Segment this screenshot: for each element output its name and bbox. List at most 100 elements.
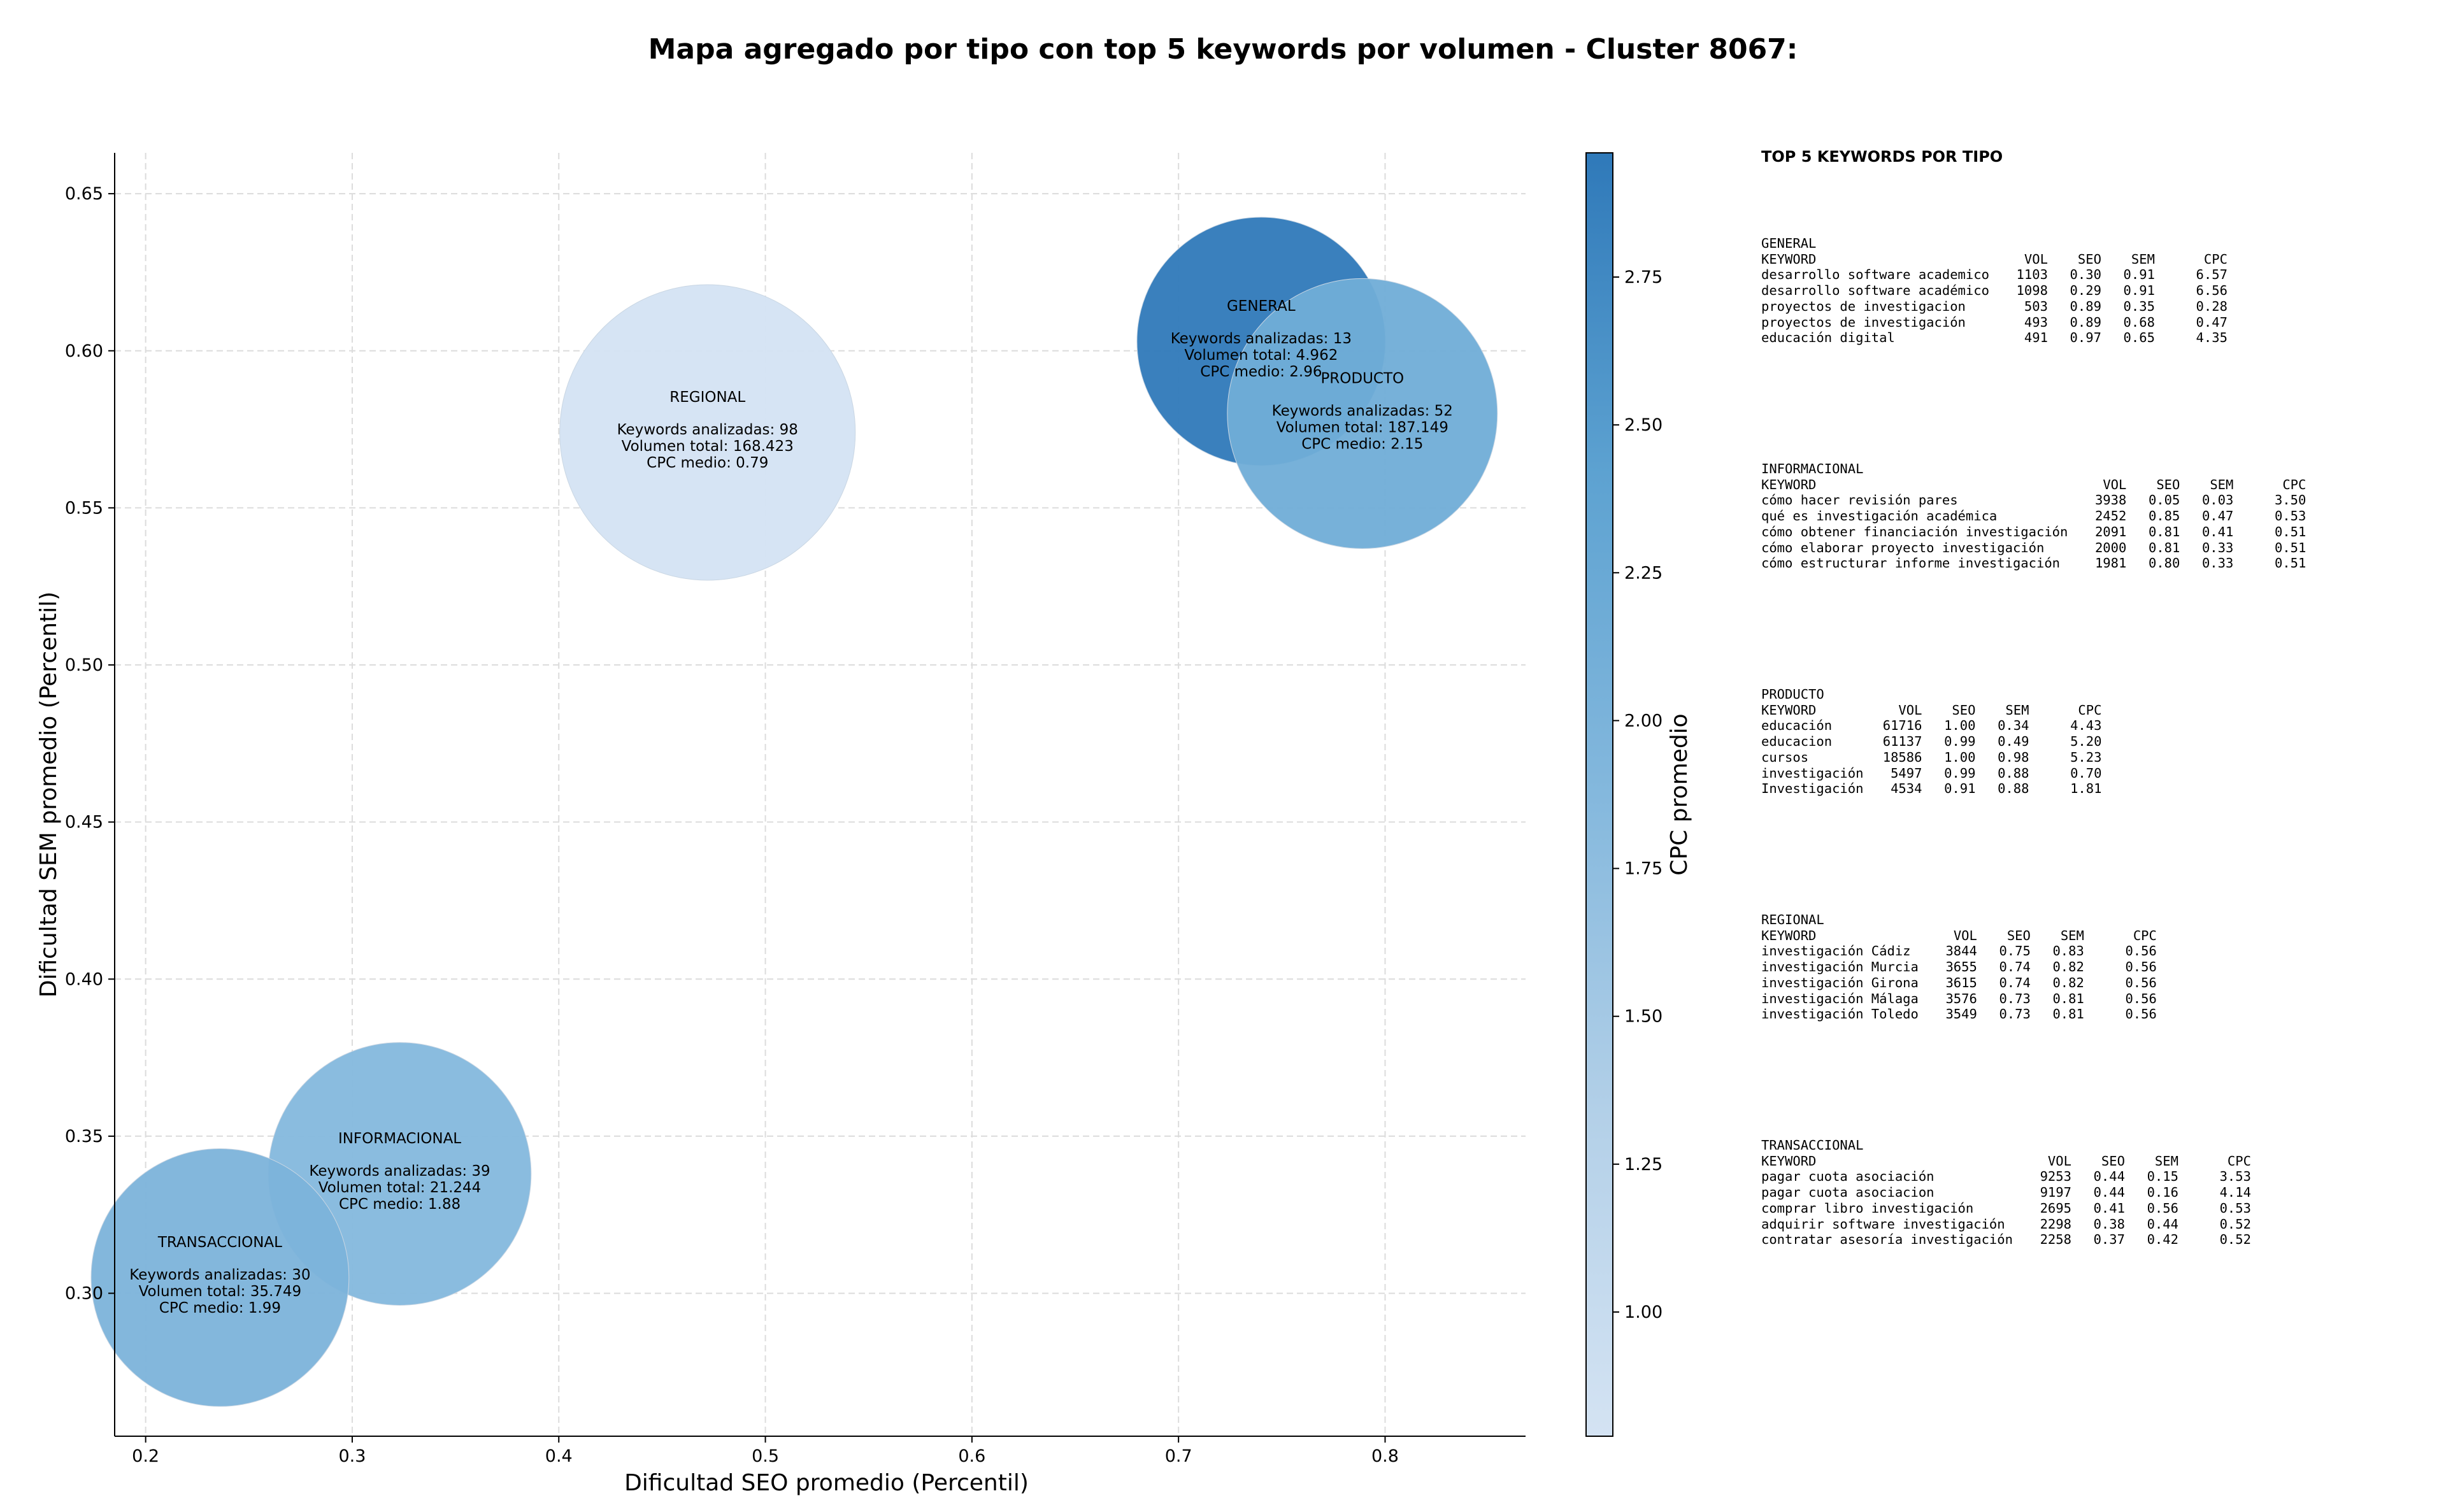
table-cell: proyectos de investigación: [1761, 314, 1966, 330]
keyword-group-informacional: INFORMACIONAL KEYWORD VOL SEO SEM CPC cómo hac…: [1761, 461, 2306, 571]
table-row: proyectos de investigación 493 0.89 0.68 0.4…: [1761, 315, 2228, 331]
column-header-vol: VOL: [1898, 702, 1922, 718]
bubble-label-producto: PRODUCTO: [1320, 370, 1404, 387]
bubble-detail-general: CPC medio: 2.96: [1200, 364, 1322, 380]
column-header-cpc: CPC: [2282, 476, 2307, 492]
table-cell: 3576: [1945, 990, 1977, 1006]
table-cell: proyectos de investigacion: [1761, 298, 1966, 314]
table-cell: 0.44: [2147, 1216, 2178, 1232]
table-row: cómo hacer revisión pares 3938 0.05 0.03 3.5…: [1761, 492, 2306, 508]
bubble-detail-producto: Volumen total: 187.149: [1277, 419, 1448, 436]
column-header-seo: SEO: [1952, 702, 1976, 718]
bubbles: [90, 217, 1498, 1407]
table-cell: 0.03: [2201, 492, 2234, 508]
table-cell: 0.82: [2052, 974, 2084, 990]
table-cell: 5.23: [2070, 749, 2102, 765]
bubble-detail-general: Volumen total: 4.962: [1184, 347, 1338, 364]
table-cell: 0.97: [2070, 330, 2101, 346]
table-cell: 0.53: [2274, 508, 2307, 524]
table-cell: 61716: [1882, 718, 1922, 734]
table-header-row: KEYWORD VOL SEO SEM CPC: [1761, 477, 2306, 493]
keyword-group-regional: REGIONAL KEYWORD VOL SEO SEM CPC investigación…: [1761, 912, 2157, 1022]
table-row: desarrollo software academico 1103 0.30 0.9…: [1761, 267, 2228, 283]
bubble-detail-transaccional: Volumen total: 35.749: [139, 1283, 302, 1300]
y-tick-label: 0.50: [65, 655, 103, 675]
column-header-seo: SEO: [2156, 476, 2180, 492]
keyword-group-title: INFORMACIONAL: [1761, 461, 1864, 476]
colorbar-tick-label: 1.75: [1624, 859, 1663, 879]
table-row: cómo obtener financiación investigación 2…: [1761, 524, 2306, 540]
table-cell: 0.99: [1944, 734, 1976, 750]
table-cell: 0.56: [2125, 943, 2157, 959]
keyword-group-title: GENERAL: [1761, 236, 1817, 251]
keyword-table: KEYWORD VOL SEO SEM CPC cómo hacer revisión p…: [1761, 477, 2306, 571]
keyword-table: KEYWORD VOL SEO SEM CPC pagar cuota asociació…: [1761, 1153, 2251, 1248]
keyword-table: KEYWORD VOL SEO SEM CPC educación 61716 1.00 0.3…: [1761, 703, 2101, 797]
x-tick-label: 0.4: [545, 1446, 573, 1466]
bubble-detail-transaccional: CPC medio: 1.99: [159, 1300, 281, 1316]
x-tick-label: 0.5: [752, 1446, 779, 1466]
table-cell: 6.57: [2196, 267, 2228, 283]
table-cell: 3938: [2094, 492, 2127, 508]
table-cell: educación: [1761, 718, 1833, 734]
table-cell: 0.89: [2070, 298, 2101, 314]
table-cell: 0.05: [2148, 492, 2180, 508]
bubble-detail-producto: CPC medio: 2.15: [1301, 436, 1423, 452]
table-cell: 0.81: [2052, 990, 2084, 1006]
bubble-detail-regional: CPC medio: 0.79: [647, 455, 768, 471]
y-tick-label: 0.30: [65, 1284, 103, 1304]
table-cell: cómo estructurar informe investigación: [1761, 555, 2060, 571]
x-tick-label: 0.2: [132, 1446, 159, 1466]
table-cell: 0.42: [2147, 1232, 2178, 1248]
bubble-detail-informacional: Keywords analizadas: 39: [309, 1163, 490, 1180]
table-header-row: KEYWORD VOL SEO SEM CPC: [1761, 1153, 2251, 1169]
top-keywords-panel: TOP 5 KEYWORDS POR TIPO GENERAL KEYWORD VO…: [1761, 148, 2436, 1247]
column-header-vol: VOL: [2047, 1153, 2071, 1169]
table-cell: 0.44: [2093, 1169, 2125, 1185]
x-tick-label: 0.7: [1165, 1446, 1192, 1466]
table-cell: 0.51: [2274, 555, 2307, 571]
table-row: investigación Málaga 3576 0.73 0.81 0.56: [1761, 991, 2157, 1007]
column-header-keyword: KEYWORD: [1761, 251, 1817, 267]
table-cell: investigación Toledo: [1761, 1006, 1919, 1022]
table-cell: 503: [2024, 298, 2048, 314]
column-header-vol: VOL: [1953, 927, 1977, 943]
table-cell: 9253: [2040, 1169, 2071, 1185]
table-cell: pagar cuota asociacion: [1761, 1185, 1935, 1201]
table-cell: 0.56: [2125, 1006, 2157, 1022]
table-cell: 0.82: [2052, 959, 2084, 975]
column-header-sem: SEM: [2060, 927, 2084, 943]
x-tick-label: 0.8: [1371, 1446, 1399, 1466]
column-header-sem: SEM: [2154, 1153, 2178, 1169]
y-tick-label: 0.60: [65, 341, 103, 361]
table-header-row: KEYWORD VOL SEO SEM CPC: [1761, 703, 2101, 718]
colorbar-tick-label: 1.25: [1624, 1155, 1663, 1174]
table-cell: 0.37: [2093, 1232, 2125, 1248]
table-row: educacion 61137 0.99 0.49 5.20: [1761, 734, 2101, 750]
table-cell: 1103: [2016, 267, 2048, 283]
table-cell: 0.33: [2201, 555, 2234, 571]
table-cell: 0.80: [2148, 555, 2180, 571]
table-cell: educacion: [1761, 734, 1833, 750]
keyword-group-title: PRODUCTO: [1761, 687, 1824, 702]
table-cell: 5.20: [2070, 734, 2102, 750]
panel-heading: TOP 5 KEYWORDS POR TIPO: [1761, 148, 2003, 166]
bubble-label-regional: REGIONAL: [669, 389, 745, 406]
column-header-seo: SEO: [2077, 251, 2101, 267]
table-cell: cómo elaborar proyecto investigación: [1761, 539, 2045, 555]
y-tick-label: 0.45: [65, 813, 103, 832]
table-cell: 0.91: [2123, 267, 2155, 283]
table-cell: pagar cuota asociación: [1761, 1169, 1935, 1185]
table-cell: 0.70: [2070, 765, 2102, 781]
table-cell: 0.65: [2123, 330, 2155, 346]
table-row: proyectos de investigacion 503 0.89 0.35 0.2…: [1761, 299, 2228, 315]
table-cell: 0.51: [2274, 539, 2307, 555]
table-cell: 4.14: [2219, 1185, 2251, 1201]
table-cell: 2091: [2094, 524, 2127, 539]
x-tick-label: 0.6: [958, 1446, 985, 1466]
table-row: pagar cuota asociación 9253 0.44 0.15 3.53: [1761, 1169, 2251, 1185]
colorbar-tick-label: 2.75: [1624, 267, 1663, 287]
bubble-detail-regional: Volumen total: 168.423: [622, 438, 794, 455]
table-row: comprar libro investigación 2695 0.41 0.56 0…: [1761, 1201, 2251, 1216]
table-cell: investigación Málaga: [1761, 990, 1919, 1006]
